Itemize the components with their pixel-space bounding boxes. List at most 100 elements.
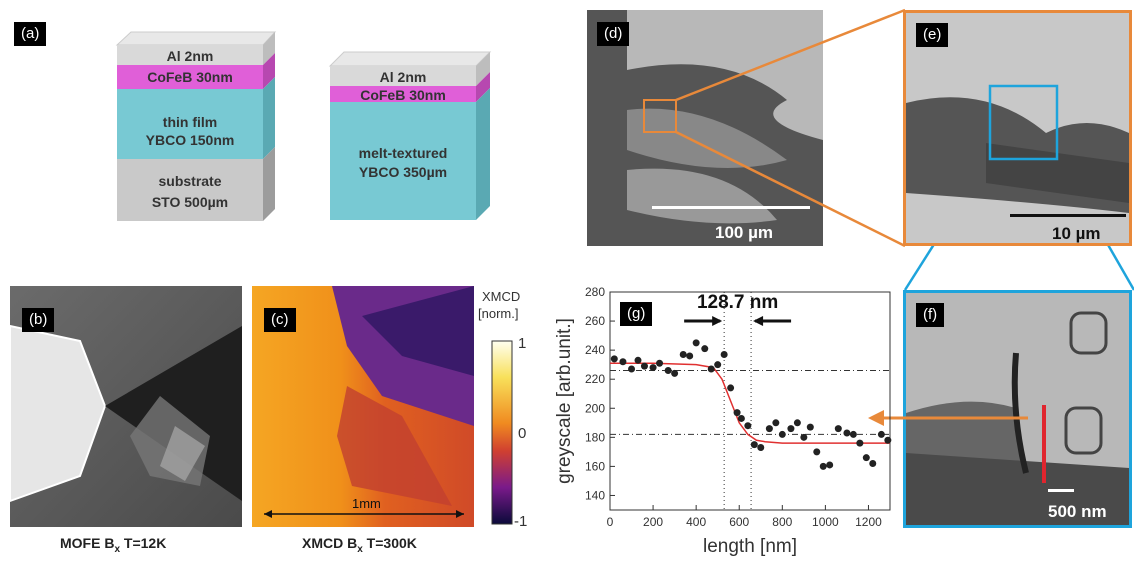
panel-b-mofe-image: (b) xyxy=(9,286,242,527)
data-point xyxy=(765,425,773,433)
data-point xyxy=(619,358,627,366)
stack1-label-4: substrate xyxy=(158,173,221,189)
data-point xyxy=(787,425,795,433)
fit-curve xyxy=(610,362,890,444)
data-point xyxy=(856,439,864,447)
width-annotation: 128.7 nm xyxy=(697,292,778,313)
y-tick-label: 240 xyxy=(585,343,605,357)
data-point xyxy=(714,361,722,369)
y-tick-label: 140 xyxy=(585,488,605,502)
stack1-label-0: Al 2nm xyxy=(167,48,214,64)
colorbar-tick-bottom: -1 xyxy=(514,513,527,530)
panel-f-scale-label: 500 nm xyxy=(1048,502,1107,521)
data-point xyxy=(806,423,814,431)
panel-c-caption: XMCD Bx T=300K xyxy=(302,535,417,555)
panel-d-image: 100 µm (d) xyxy=(587,10,823,247)
x-tick-label: 200 xyxy=(643,515,663,529)
y-tick-label: 160 xyxy=(585,459,605,473)
data-point xyxy=(707,365,715,373)
xmcd-colorbar: XMCD [norm.] 1 0 -1 xyxy=(478,286,538,531)
data-point xyxy=(692,339,700,347)
panel-f-micrograph: 500 nm xyxy=(906,293,1129,525)
panel-c-tag: (c) xyxy=(264,308,296,332)
annotation-arrowhead-left xyxy=(712,316,723,326)
data-point xyxy=(884,436,892,444)
stack-melt-textured: Al 2nm CoFeB 30nm melt-textured YBCO 350… xyxy=(328,51,492,220)
panel-c-scale-label: 1mm xyxy=(352,496,381,511)
colorbar-svg: XMCD [norm.] 1 0 -1 xyxy=(478,289,527,530)
panel-a-tag: (a) xyxy=(14,22,47,46)
y-axis-label: greyscale [arb.unit.] xyxy=(554,318,575,484)
stack2-label-3: YBCO 350µm xyxy=(359,164,447,180)
panel-f-tag: (f) xyxy=(916,303,945,327)
data-point xyxy=(656,359,664,367)
y-tick-label: 220 xyxy=(585,372,605,386)
stack1-label-1: CoFeB 30nm xyxy=(147,69,233,85)
data-point xyxy=(862,454,870,462)
panel-b-caption-sub: x xyxy=(114,543,121,555)
data-point xyxy=(849,430,857,438)
x-tick-label: 800 xyxy=(772,515,792,529)
data-point xyxy=(664,366,672,374)
stack1-label-2: thin film xyxy=(163,114,217,130)
data-point xyxy=(634,356,642,364)
data-point xyxy=(671,369,679,377)
data-point xyxy=(793,419,801,427)
panel-e-scale-label: 10 µm xyxy=(1052,224,1101,243)
panel-f-image: 500 nm (f) xyxy=(903,290,1132,528)
panel-e-micrograph: 10 µm xyxy=(906,13,1129,243)
stack1-label-3: YBCO 150nm xyxy=(146,132,235,148)
data-point xyxy=(834,425,842,433)
data-point xyxy=(869,459,877,467)
stack2-label-2: melt-textured xyxy=(359,145,448,161)
data-point xyxy=(610,355,618,363)
data-point xyxy=(877,430,885,438)
x-tick-label: 1200 xyxy=(855,515,882,529)
data-point xyxy=(813,448,821,456)
y-tick-label: 280 xyxy=(585,285,605,299)
y-tick-label: 200 xyxy=(585,401,605,415)
data-point xyxy=(778,430,786,438)
data-point xyxy=(640,362,648,370)
panel-a: (a) Al 2nm CoFeB 30nm thin film YBCO 150… xyxy=(0,0,520,260)
panel-b-tag: (b) xyxy=(22,308,55,332)
data-point xyxy=(757,444,765,452)
colorbar-title-2: [norm.] xyxy=(478,306,518,321)
colorbar-tick-top: 1 xyxy=(518,335,526,352)
x-tick-label: 1000 xyxy=(812,515,839,529)
panel-c-xmcd-image: 1mm (c) xyxy=(252,286,474,527)
data-point xyxy=(826,461,834,469)
y-tick-label: 180 xyxy=(585,430,605,444)
data-point xyxy=(649,364,657,372)
panel-g-chart: 0 200 400 600 800 1000 1200 140 160 180 200 220 240 2… xyxy=(550,280,900,561)
data-point xyxy=(720,350,728,358)
stack2-label-1: CoFeB 30nm xyxy=(360,87,446,103)
stack-thin-film: Al 2nm CoFeB 30nm thin film YBCO 150nm s… xyxy=(115,31,277,221)
panel-c-caption-rest: T=300K xyxy=(362,535,417,551)
data-point xyxy=(628,365,636,373)
stack2-label-0: Al 2nm xyxy=(380,69,427,85)
greyscale-profile-chart: 0 200 400 600 800 1000 1200 140 160 180 200 220 240 2… xyxy=(554,285,892,557)
panel-b-caption-main: MOFE B xyxy=(60,535,115,551)
data-point xyxy=(744,422,752,430)
layer-stacks-diagram: Al 2nm CoFeB 30nm thin film YBCO 150nm s… xyxy=(115,31,492,221)
x-tick-label: 400 xyxy=(686,515,706,529)
x-axis-label: length [nm] xyxy=(703,536,797,557)
panel-d-micrograph: 100 µm xyxy=(587,10,823,247)
data-point xyxy=(737,414,745,422)
panel-e-tag: (e) xyxy=(916,23,949,47)
panel-d-scale-label: 100 µm xyxy=(715,223,773,242)
panel-g-tag: (g) xyxy=(620,302,653,326)
data-point xyxy=(772,419,780,427)
colorbar-title-1: XMCD xyxy=(482,289,520,304)
panel-b-caption: MOFE Bx T=12K xyxy=(60,535,166,555)
y-tick-label: 260 xyxy=(585,314,605,328)
panel-b-caption-rest: T=12K xyxy=(120,535,167,551)
data-point xyxy=(800,433,808,441)
stack1-label-5: STO 500µm xyxy=(152,194,228,210)
data-point xyxy=(843,429,851,437)
data-point xyxy=(701,345,709,353)
panel-d-tag: (d) xyxy=(597,22,630,46)
data-point xyxy=(733,409,741,417)
